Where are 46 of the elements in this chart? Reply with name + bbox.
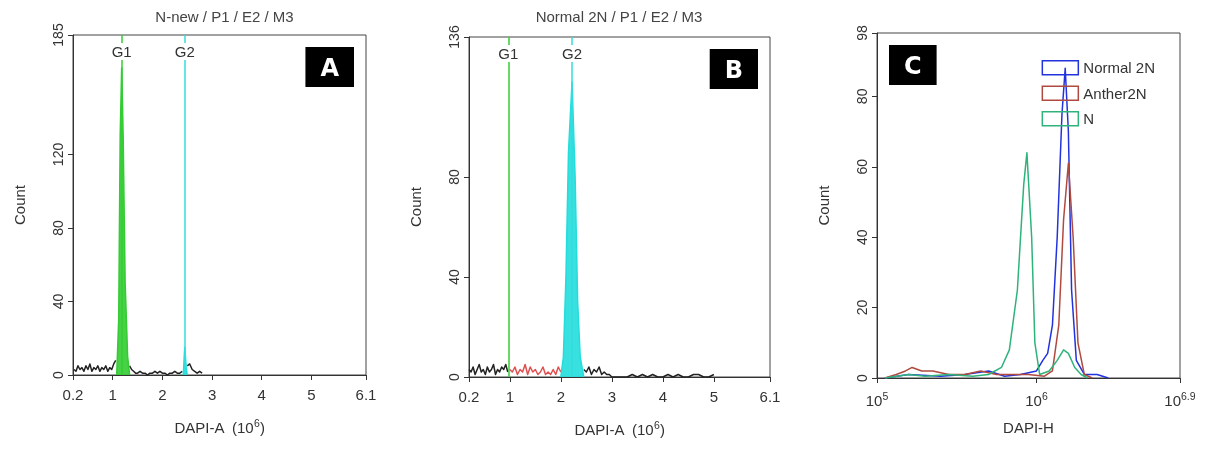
ref-line-label: G2 [174, 43, 195, 60]
ref-line-label: G1 [111, 43, 132, 60]
y-tick-label: 136 [446, 25, 462, 49]
y-tick-label: 40 [446, 269, 462, 285]
annotation: A [320, 54, 340, 82]
legend-label: Anther2N [1083, 84, 1147, 102]
ref-line-label: G1 [498, 45, 519, 62]
y-tick-label: 80 [446, 169, 462, 185]
legend-label: Normal 2N [1083, 59, 1156, 77]
y-tick-label: 120 [50, 142, 66, 167]
x-tick-label: 5 [307, 386, 316, 403]
y-tick-label: 185 [50, 23, 66, 47]
annotation: B [724, 56, 743, 84]
x-tick-label: 3 [607, 388, 617, 405]
x-tick-label: 0.2 [62, 386, 84, 403]
x-tick-label: 1 [108, 386, 117, 403]
ref-line-label: G2 [562, 45, 583, 62]
y-tick-label: 60 [854, 158, 870, 175]
x-tick-label: 6.1 [759, 388, 781, 405]
x-tick-label: 5 [709, 388, 719, 405]
x-tick-label: 4 [658, 388, 668, 405]
chart-title: N-new / P1 / E2 / M3 [155, 8, 294, 25]
y-tick-label: 20 [854, 299, 870, 316]
y-tick-label: 98 [854, 25, 870, 41]
x-tick-label: 2 [556, 388, 565, 405]
x-tick-label: 0.2 [458, 388, 480, 405]
y-axis-title: Count [815, 184, 832, 226]
y-tick-label: 40 [50, 293, 66, 310]
y-tick-label: 40 [854, 229, 870, 245]
x-tick-label: 3 [207, 386, 217, 403]
x-axis-title: DAPI-H [1003, 419, 1054, 436]
y-axis-title: Count [407, 186, 424, 228]
annotation: C [904, 52, 922, 80]
y-tick-label: 0 [446, 372, 462, 381]
y-tick-label: 0 [50, 370, 66, 379]
y-tick-label: 80 [854, 88, 870, 105]
legend-label: N [1083, 110, 1095, 128]
y-tick-label: 0 [854, 373, 870, 382]
x-tick-label: 4 [257, 386, 266, 403]
x-tick-label: 2 [158, 386, 167, 403]
y-axis-title: Count [11, 184, 28, 226]
x-tick-label: 6.1 [355, 386, 377, 403]
x-tick-label: 1 [505, 388, 514, 405]
line-series [509, 363, 562, 376]
chart-title: Normal 2N / P1 / E2 / M3 [535, 8, 703, 25]
y-tick-label: 80 [50, 219, 66, 236]
